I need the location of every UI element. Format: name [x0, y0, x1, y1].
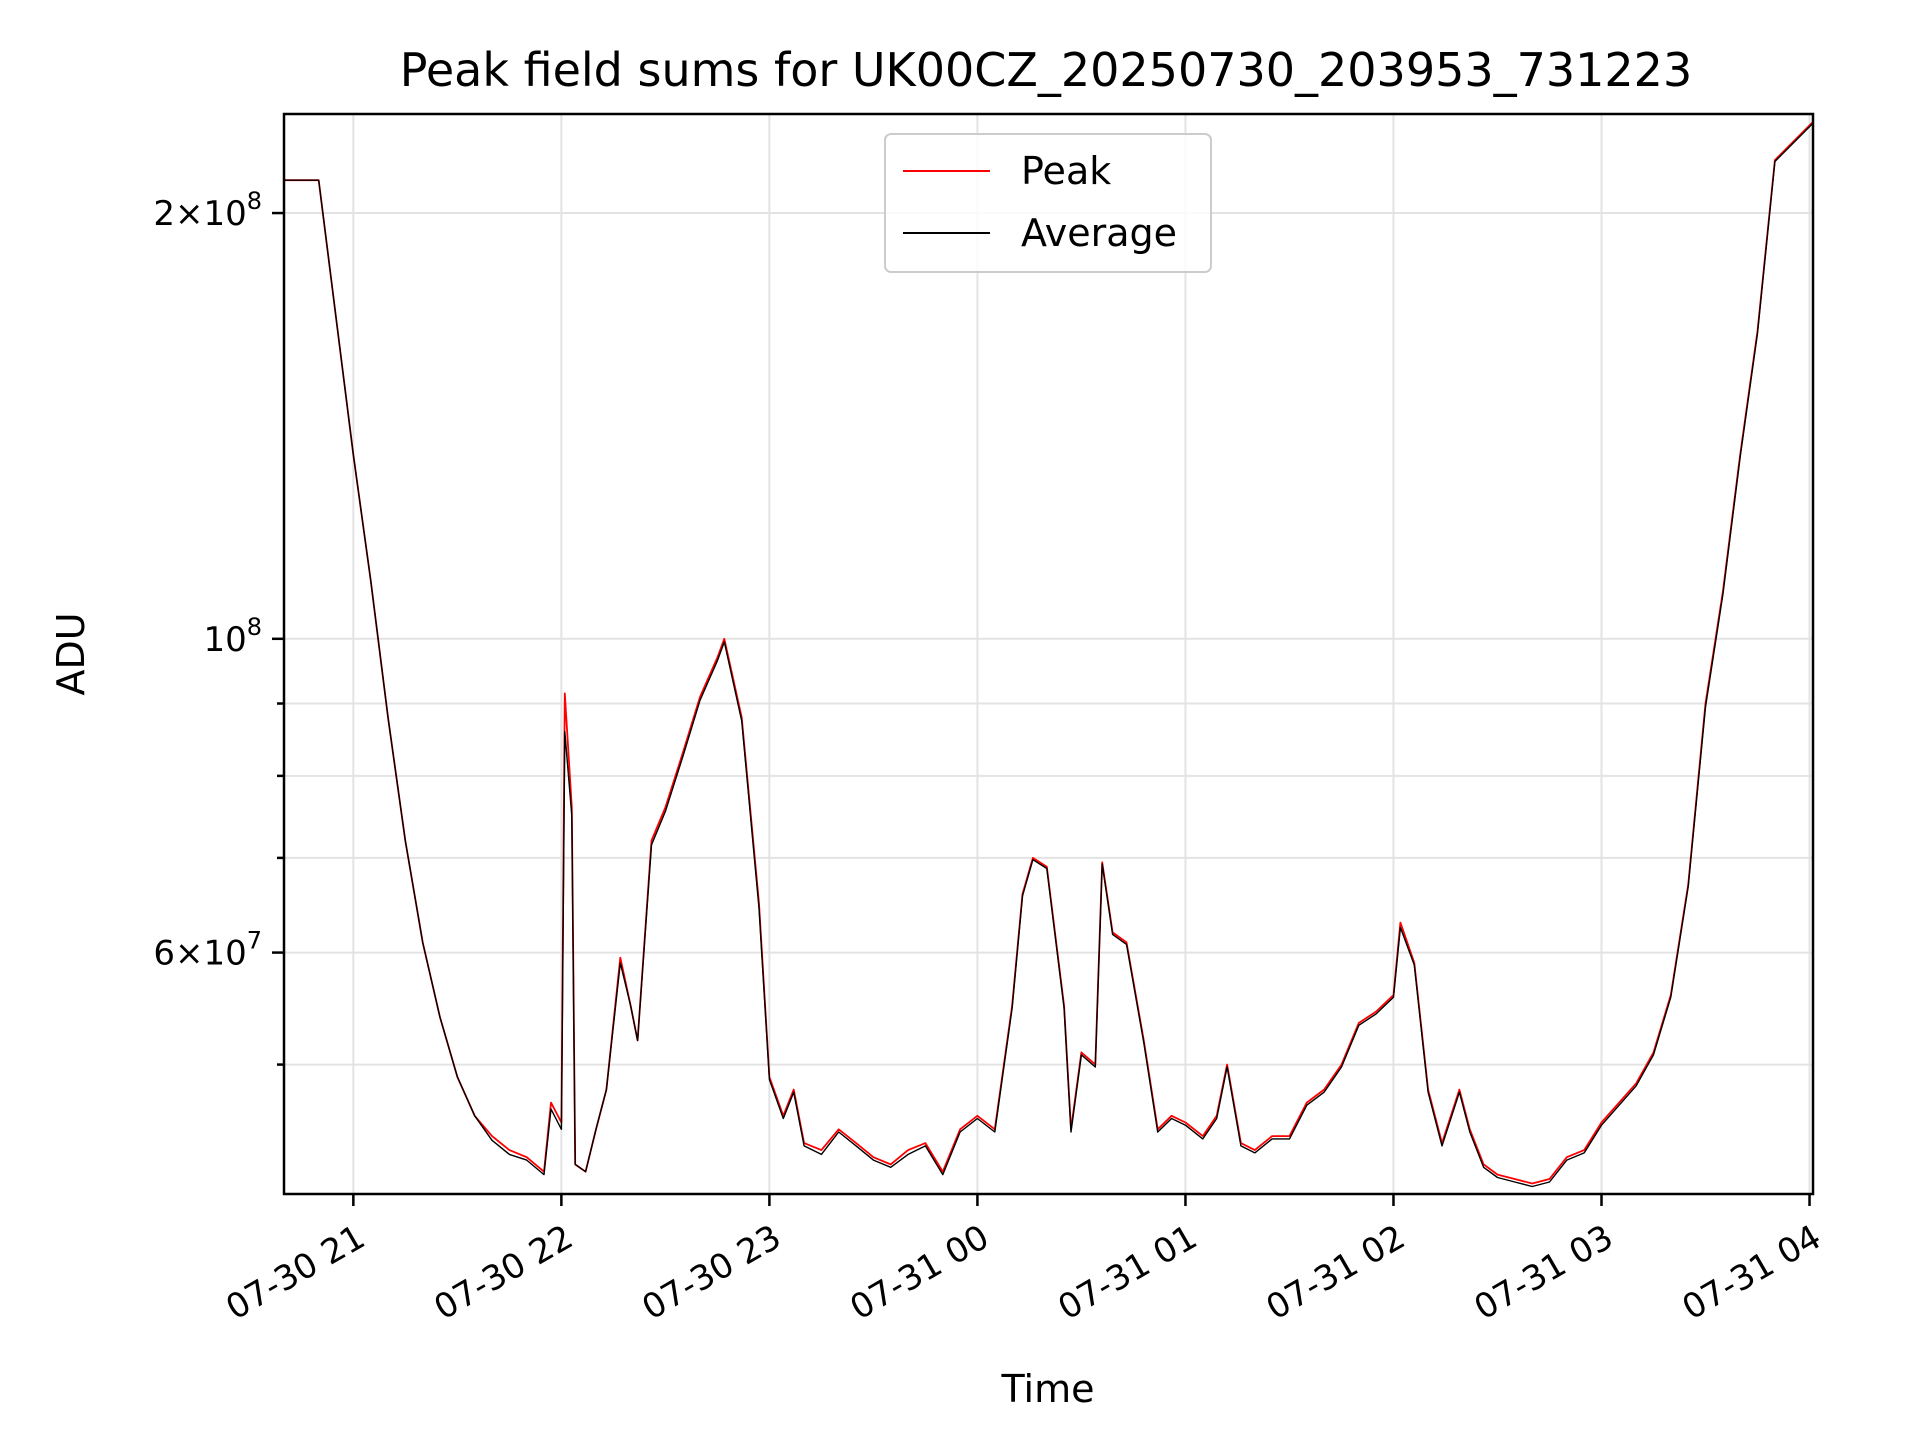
plot-frame	[282, 112, 1815, 1196]
y-tick-label: 2×108	[153, 187, 262, 234]
legend: Peak Average	[884, 133, 1212, 273]
y-tick-label: 6×107	[153, 927, 262, 974]
chart-title: Peak field sums for UK00CZ_20250730_2039…	[400, 43, 1692, 97]
legend-label-average: Average	[1021, 211, 1177, 255]
x-axis-label: Time	[1001, 1367, 1095, 1411]
y-axis-label: ADU	[49, 612, 93, 695]
series-line-average	[284, 122, 1814, 1188]
series-layer	[284, 121, 1814, 1188]
y-tick-label: 108	[203, 613, 262, 660]
legend-label-peak: Peak	[1021, 149, 1111, 193]
legend-box	[884, 133, 1212, 273]
grid-lines	[284, 114, 1813, 1194]
y-axis: 2×108 108 6×107	[153, 187, 284, 1066]
